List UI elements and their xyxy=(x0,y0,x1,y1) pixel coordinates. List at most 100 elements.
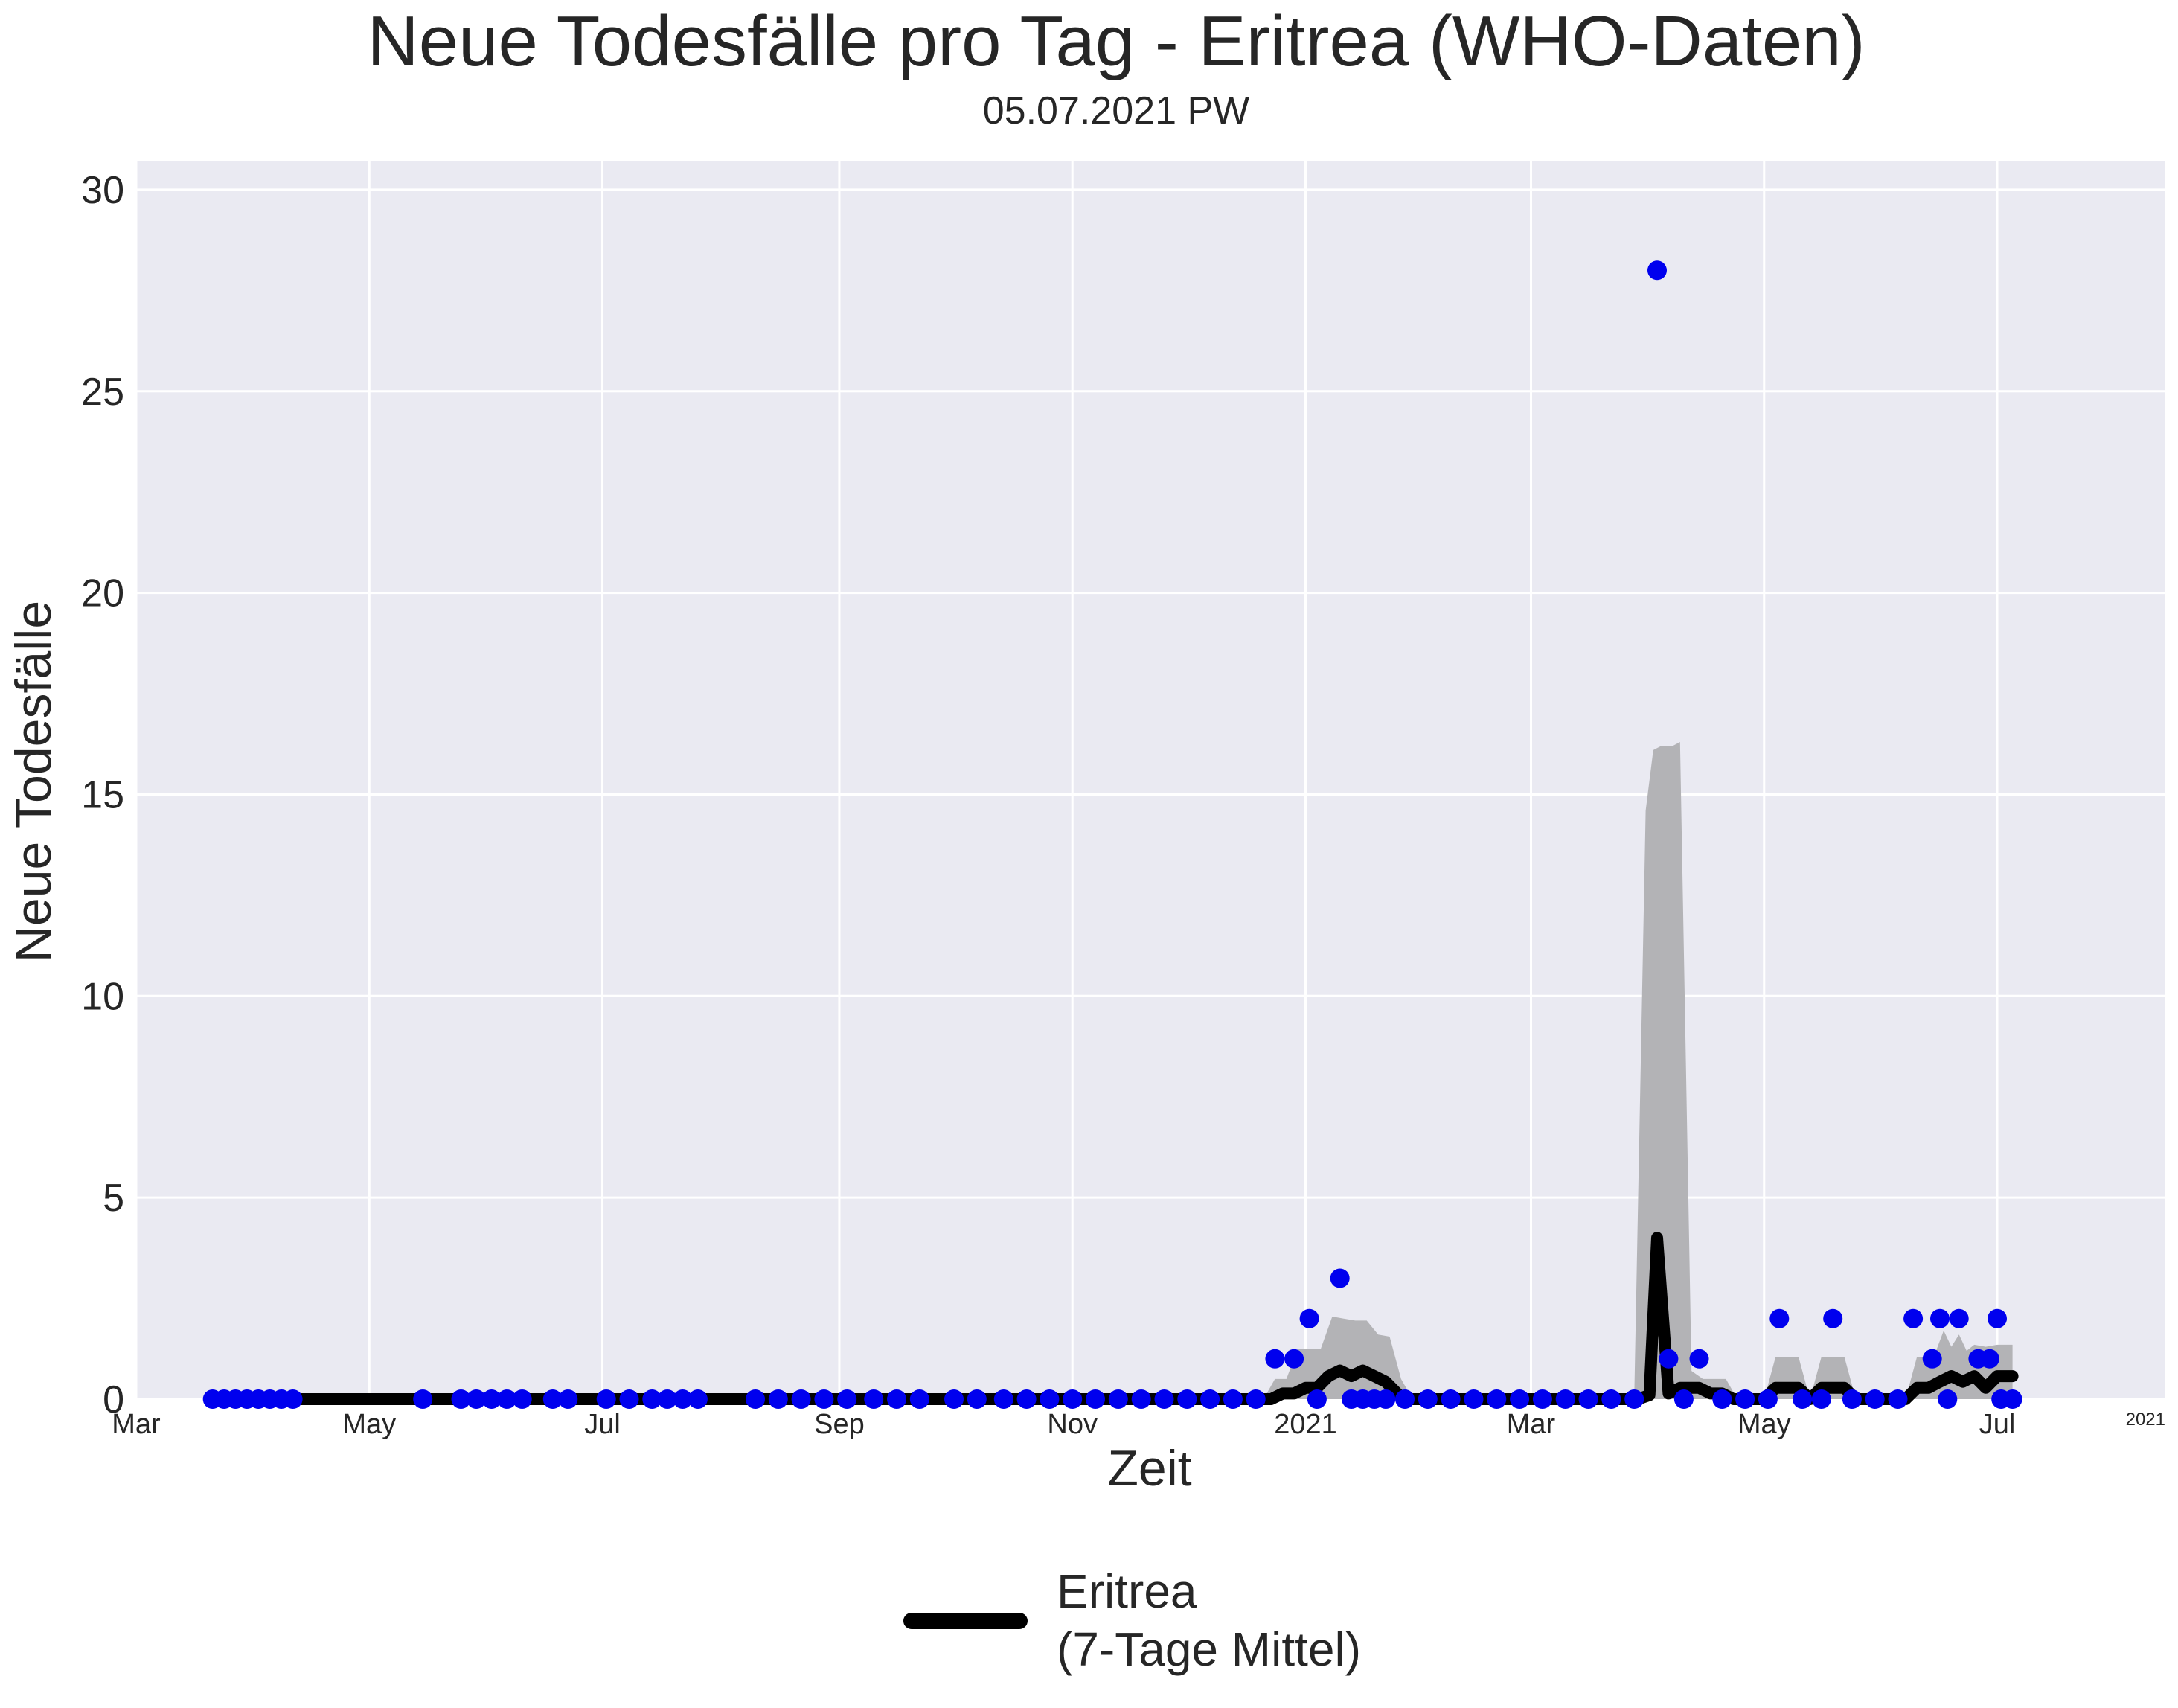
data-point xyxy=(1842,1389,1862,1409)
data-point xyxy=(413,1389,433,1409)
data-point xyxy=(673,1389,693,1409)
legend-label: Eritrea (7-Tage Mittel) xyxy=(1057,1564,1361,1676)
data-point xyxy=(1063,1389,1083,1409)
x-tick-label: Jul xyxy=(1979,1409,2016,1440)
data-point xyxy=(1769,1308,1790,1328)
confidence-band xyxy=(212,742,2013,1399)
data-point xyxy=(642,1389,662,1409)
x-tick-label: May xyxy=(342,1409,396,1440)
data-point xyxy=(1758,1389,1778,1409)
x-tick-label: Jul xyxy=(584,1409,621,1440)
data-point xyxy=(1040,1389,1060,1409)
data-point xyxy=(1532,1389,1552,1409)
data-point xyxy=(558,1389,578,1409)
y-tick-label: 5 xyxy=(103,1177,124,1220)
data-point xyxy=(688,1389,708,1409)
data-point xyxy=(887,1389,906,1409)
legend-label-line-2: (7-Tage Mittel) xyxy=(1057,1622,1361,1676)
confidence-band-layer xyxy=(212,742,2013,1399)
x-tick-label: May xyxy=(1737,1409,1791,1440)
data-point xyxy=(451,1389,471,1409)
data-point xyxy=(1154,1389,1174,1409)
data-point xyxy=(1177,1389,1197,1409)
data-point xyxy=(1659,1349,1679,1369)
data-point xyxy=(1395,1389,1415,1409)
data-point xyxy=(864,1389,884,1409)
data-point xyxy=(1418,1389,1438,1409)
chart-title: Neue Todesfälle pro Tag - Eritrea (WHO-D… xyxy=(367,1,1865,81)
data-point xyxy=(1888,1389,1908,1409)
data-point xyxy=(2002,1389,2022,1409)
data-point xyxy=(814,1389,834,1409)
data-point xyxy=(1307,1389,1327,1409)
data-point xyxy=(1108,1389,1128,1409)
data-point xyxy=(1793,1389,1813,1409)
x-tick-labels: Mar May Jul Sep Nov 2021 Mar May Jul xyxy=(112,1409,2015,1440)
data-point xyxy=(746,1389,765,1409)
data-point xyxy=(1689,1349,1709,1369)
data-point xyxy=(1555,1389,1575,1409)
data-point xyxy=(283,1389,303,1409)
data-point xyxy=(768,1389,788,1409)
x-tick-label: 2021 xyxy=(1274,1409,1337,1440)
grid-lines xyxy=(135,161,2165,1401)
y-tick-label: 15 xyxy=(81,773,124,816)
y-tick-labels: 0 5 10 15 20 25 30 xyxy=(81,169,124,1421)
data-point xyxy=(1441,1389,1461,1409)
data-point xyxy=(497,1389,517,1409)
data-point xyxy=(1930,1308,1950,1328)
data-point xyxy=(1865,1389,1885,1409)
data-point xyxy=(1938,1389,1958,1409)
x-tick-label: Sep xyxy=(814,1409,865,1440)
y-tick-label: 25 xyxy=(81,371,124,414)
data-point xyxy=(1246,1389,1266,1409)
x-axis-label: Zeit xyxy=(1107,1440,1191,1497)
data-point xyxy=(1735,1389,1755,1409)
data-point xyxy=(1624,1389,1644,1409)
data-point xyxy=(1647,260,1667,281)
data-point xyxy=(1949,1308,1969,1328)
data-point xyxy=(1903,1308,1924,1328)
data-point xyxy=(1016,1389,1037,1409)
data-point xyxy=(791,1389,811,1409)
data-point xyxy=(1922,1349,1942,1369)
data-point xyxy=(967,1389,987,1409)
data-point xyxy=(542,1389,563,1409)
data-point xyxy=(1299,1308,1319,1328)
data-point xyxy=(1988,1308,2007,1328)
y-tick-label: 10 xyxy=(81,975,124,1018)
data-point xyxy=(993,1389,1013,1409)
data-point xyxy=(1284,1349,1304,1369)
data-point xyxy=(944,1389,964,1409)
data-point xyxy=(1823,1308,1843,1328)
plot-area xyxy=(136,161,2165,1399)
x-tick-label: Mar xyxy=(1507,1409,1556,1440)
data-point xyxy=(512,1389,532,1409)
data-point xyxy=(1330,1268,1350,1288)
data-point xyxy=(657,1389,677,1409)
x-offset-label: 2021 xyxy=(2126,1410,2165,1430)
x-tick-label: Nov xyxy=(1047,1409,1098,1440)
y-tick-label: 0 xyxy=(103,1378,124,1421)
data-point xyxy=(1265,1349,1285,1369)
y-axis-label: Neue Todesfälle xyxy=(5,601,62,962)
data-point xyxy=(1200,1389,1220,1409)
daily-points-layer xyxy=(202,260,2022,1409)
data-point xyxy=(837,1389,857,1409)
data-point xyxy=(467,1389,487,1409)
data-point xyxy=(596,1389,616,1409)
data-point xyxy=(1464,1389,1484,1409)
data-point xyxy=(1673,1389,1694,1409)
data-point xyxy=(1811,1389,1831,1409)
y-tick-label: 30 xyxy=(81,169,124,212)
data-point xyxy=(481,1389,502,1409)
data-point xyxy=(1086,1389,1105,1409)
legend: Eritrea (7-Tage Mittel) xyxy=(903,1564,1361,1676)
data-point xyxy=(1979,1349,1999,1369)
chart-subtitle: 05.07.2021 PW xyxy=(983,89,1249,132)
legend-label-line-1: Eritrea xyxy=(1057,1564,1197,1618)
data-point xyxy=(1487,1389,1507,1409)
data-point xyxy=(1510,1389,1530,1409)
data-point xyxy=(1376,1389,1396,1409)
